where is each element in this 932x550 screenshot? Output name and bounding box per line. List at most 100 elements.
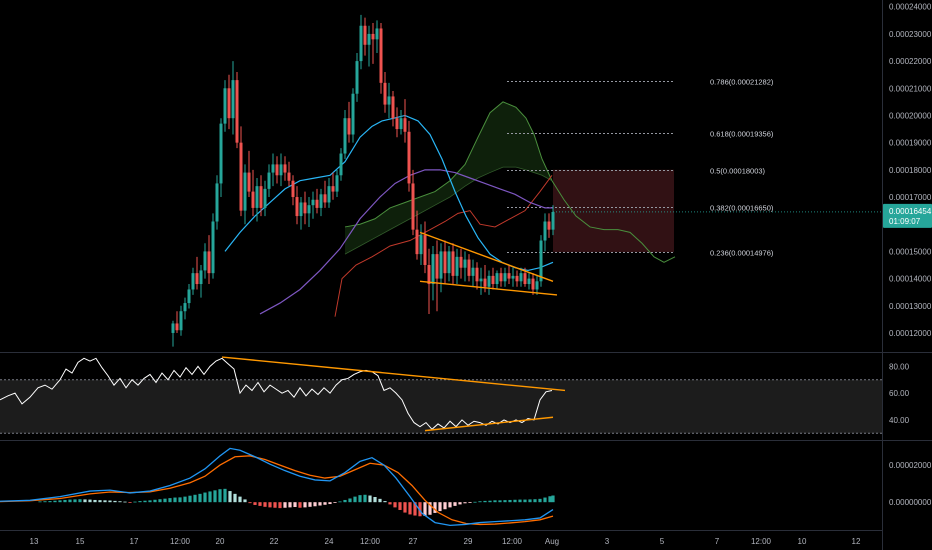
candle-down[interactable]	[247, 150, 251, 198]
candle-down[interactable]	[407, 120, 411, 192]
candle-up[interactable]	[199, 265, 203, 298]
candle-up[interactable]	[299, 197, 303, 230]
candle-down[interactable]	[391, 91, 395, 127]
candle-down[interactable]	[371, 23, 375, 64]
candle-up[interactable]	[223, 80, 227, 132]
candle-down[interactable]	[287, 161, 291, 187]
candle-down[interactable]	[423, 221, 427, 274]
candle-down[interactable]	[499, 267, 503, 287]
candle-up[interactable]	[179, 305, 183, 336]
candle-up[interactable]	[263, 180, 267, 217]
candle-down[interactable]	[459, 248, 463, 279]
candle-up[interactable]	[215, 175, 219, 230]
candle-down[interactable]	[207, 235, 211, 285]
candle-up[interactable]	[335, 169, 339, 198]
candle-down[interactable]	[303, 191, 307, 225]
candle-down[interactable]	[315, 188, 319, 214]
candle-up[interactable]	[387, 82, 391, 119]
candle-down[interactable]	[227, 74, 231, 130]
candle-down[interactable]	[443, 240, 447, 285]
candle-up[interactable]	[367, 25, 371, 67]
candle-up[interactable]	[539, 235, 543, 287]
candle-up[interactable]	[359, 14, 363, 70]
candle-down[interactable]	[411, 169, 415, 236]
candle-up[interactable]	[431, 245, 435, 301]
candle-down[interactable]	[283, 156, 287, 181]
candle-down[interactable]	[379, 23, 383, 94]
macd-pane[interactable]	[0, 447, 555, 527]
candle-up[interactable]	[327, 178, 331, 208]
candle-up[interactable]	[255, 178, 259, 222]
candle-down[interactable]	[239, 126, 243, 217]
rsi-trendline-upper[interactable]	[221, 356, 566, 392]
candle-up[interactable]	[211, 213, 215, 279]
candle-down[interactable]	[259, 175, 263, 217]
candle-up[interactable]	[191, 267, 195, 295]
candle-up[interactable]	[351, 88, 355, 143]
candle-up[interactable]	[203, 243, 207, 279]
candle-up[interactable]	[319, 188, 323, 217]
candle-up[interactable]	[543, 213, 547, 252]
trendlines[interactable]	[419, 231, 558, 296]
candle-up[interactable]	[243, 164, 247, 225]
candle-down[interactable]	[427, 248, 431, 314]
candle-down[interactable]	[175, 311, 179, 333]
candle-up[interactable]	[551, 205, 555, 236]
candle-down[interactable]	[395, 107, 399, 138]
candle-up[interactable]	[339, 148, 343, 181]
candle-up[interactable]	[311, 191, 315, 219]
candle-down[interactable]	[235, 71, 239, 149]
candle-down[interactable]	[363, 17, 367, 56]
candle-up[interactable]	[503, 267, 507, 287]
candle-down[interactable]	[323, 180, 327, 208]
candle-up[interactable]	[171, 320, 175, 347]
time-axis[interactable]: 13 15 17 12:00 20 22 24 12:00 27 29 12:00 Aug 3 5 7 12:…	[30, 537, 861, 546]
candle-up[interactable]	[495, 270, 499, 290]
candle-up[interactable]	[519, 267, 523, 287]
candle-down[interactable]	[515, 270, 519, 287]
candle-up[interactable]	[479, 267, 483, 295]
candle-up[interactable]	[343, 110, 347, 159]
candle-up[interactable]	[399, 110, 403, 135]
candle-up[interactable]	[535, 275, 539, 295]
candle-down[interactable]	[467, 254, 471, 282]
candle-up[interactable]	[355, 52, 359, 102]
candle-down[interactable]	[195, 256, 199, 290]
candle-up[interactable]	[419, 224, 423, 265]
candle-up[interactable]	[511, 267, 515, 287]
candle-up[interactable]	[527, 273, 531, 290]
rsi-trendline-lower[interactable]	[424, 416, 554, 432]
candle-down[interactable]	[295, 186, 299, 225]
candle-up[interactable]	[279, 153, 283, 187]
trendline-upper[interactable]	[419, 231, 554, 282]
candle-down[interactable]	[475, 262, 479, 290]
candle-up[interactable]	[455, 248, 459, 285]
candle-up[interactable]	[471, 259, 475, 287]
candle-down[interactable]	[251, 169, 255, 217]
candle-down[interactable]	[403, 99, 407, 143]
candle-down[interactable]	[547, 213, 551, 238]
candle-up[interactable]	[271, 153, 275, 187]
candle-down[interactable]	[331, 172, 335, 200]
candle-up[interactable]	[183, 297, 187, 320]
candle-down[interactable]	[291, 175, 295, 206]
candle-down[interactable]	[531, 273, 535, 295]
rsi-pane[interactable]	[0, 356, 566, 432]
candle-down[interactable]	[383, 71, 387, 113]
candle-down[interactable]	[415, 210, 419, 260]
trendline-lower[interactable]	[419, 280, 558, 296]
candle-down[interactable]	[275, 156, 279, 184]
candle-up[interactable]	[267, 164, 271, 198]
candle-up[interactable]	[447, 245, 451, 282]
candle-up[interactable]	[231, 61, 235, 135]
candle-up[interactable]	[219, 118, 223, 198]
candle-down[interactable]	[507, 265, 511, 285]
candle-up[interactable]	[375, 20, 379, 53]
candle-up[interactable]	[187, 284, 191, 309]
candle-down[interactable]	[435, 240, 439, 312]
candle-down[interactable]	[451, 243, 455, 285]
candle-down[interactable]	[347, 101, 351, 143]
candles[interactable]	[171, 14, 555, 347]
candle-up[interactable]	[463, 251, 467, 282]
